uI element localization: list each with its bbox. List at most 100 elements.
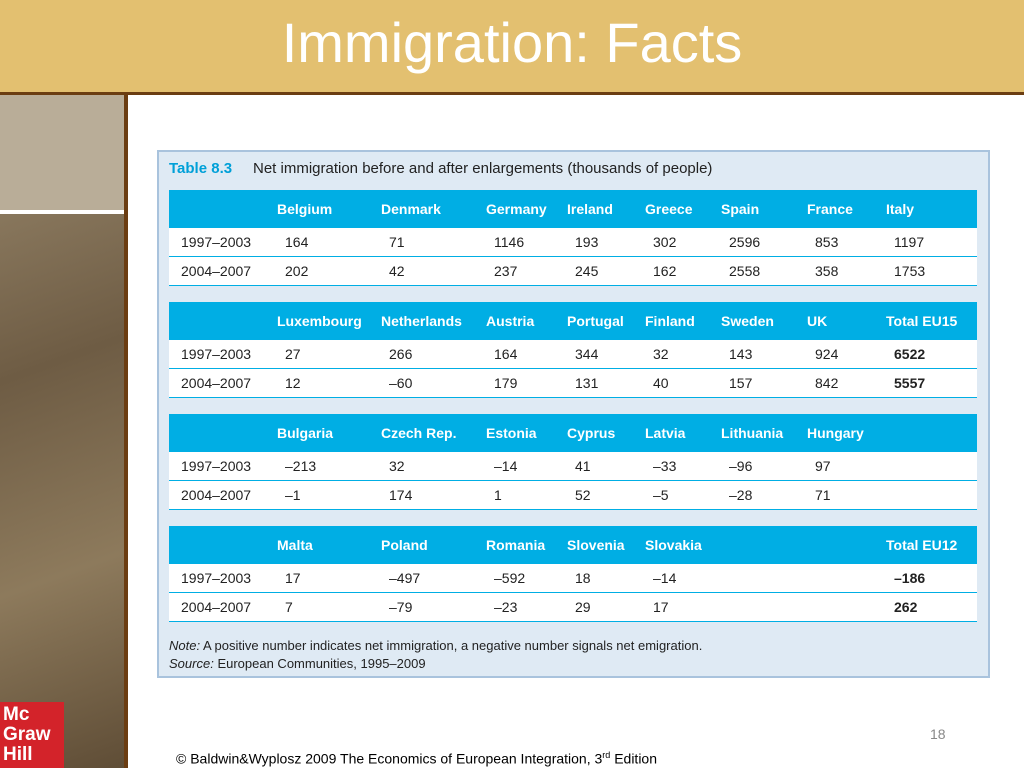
- cell: –33: [653, 458, 677, 474]
- footer-text: © Baldwin&Wyplosz 2009 The Economics of …: [176, 750, 603, 767]
- source-label: Source:: [169, 656, 214, 671]
- title: Immigration: Facts: [281, 11, 743, 74]
- cell: –592: [494, 570, 526, 586]
- cell: –14: [494, 458, 518, 474]
- logo: Mc Graw Hill: [0, 702, 64, 768]
- column-header: Luxembourg: [277, 313, 362, 329]
- cell: –28: [729, 487, 753, 503]
- column-header: Netherlands: [381, 313, 462, 329]
- header-row: Malta Poland Romania Slovenia Slovakia Total …: [169, 526, 977, 564]
- cell: 32: [389, 458, 405, 474]
- data-row: 1997–2003 164 71 1146 193 302 2596 853 1197: [169, 228, 977, 257]
- cell: 40: [653, 375, 669, 391]
- note-label: Note:: [169, 638, 201, 653]
- cell: 302: [653, 234, 677, 250]
- table-caption: Net immigration before and after enlarge…: [253, 160, 713, 177]
- column-header: Hungary: [807, 425, 864, 441]
- row-label: 2004–2007: [181, 375, 252, 391]
- row-label: 2004–2007: [181, 599, 252, 615]
- data-row: 2004–2007 12 –60 179 131 40 157 842 5557: [169, 369, 977, 398]
- column-header: Malta: [277, 537, 313, 553]
- cell: 7: [285, 599, 293, 615]
- row-label: 2004–2007: [181, 487, 252, 503]
- cell: 162: [653, 263, 677, 279]
- footer-sup: rd: [602, 750, 611, 760]
- row-label: 2004–2007: [181, 263, 252, 279]
- cell: 193: [575, 234, 599, 250]
- row-label: 1997–2003: [181, 458, 252, 474]
- cell: 237: [494, 263, 518, 279]
- cell: 32: [653, 346, 669, 362]
- column-header: Italy: [886, 201, 915, 217]
- column-header: Czech Rep.: [381, 425, 457, 441]
- cell: 2596: [729, 234, 761, 250]
- footer-suffix: Edition: [610, 750, 658, 767]
- data-row: 1997–2003 27 266 164 344 32 143 924 6522: [169, 340, 977, 369]
- cell: 1: [494, 487, 502, 503]
- cell: 12: [285, 375, 301, 391]
- cell: 6522: [894, 346, 926, 362]
- cell: 18: [575, 570, 591, 586]
- column-header: Total EU12: [886, 537, 958, 553]
- cell: 202: [285, 263, 309, 279]
- cell: 164: [494, 346, 518, 362]
- cell: 2558: [729, 263, 761, 279]
- column-header: Romania: [486, 537, 546, 553]
- column-header: Finland: [645, 313, 695, 329]
- data-row: 2004–2007 –1 174 1 52 –5 –28 71: [169, 481, 977, 510]
- cell: 266: [389, 346, 413, 362]
- column-header: Austria: [486, 313, 535, 329]
- column-header: Sweden: [721, 313, 774, 329]
- cell: –213: [285, 458, 317, 474]
- column-header: Denmark: [381, 201, 441, 217]
- column-header: Portugal: [567, 313, 624, 329]
- cell: –14: [653, 570, 677, 586]
- cell: 71: [815, 487, 831, 503]
- cell: –186: [894, 570, 926, 586]
- logo-line: Hill: [3, 744, 33, 765]
- note: A positive number indicates net immigrat…: [202, 638, 703, 653]
- cell: 17: [653, 599, 669, 615]
- column-header: Germany: [486, 201, 547, 217]
- column-header: Belgium: [277, 201, 333, 217]
- cell: –60: [389, 375, 413, 391]
- cell: 179: [494, 375, 518, 391]
- header-row: Luxembourg Netherlands Austria Portugal Finl…: [169, 302, 977, 340]
- footer: © Baldwin&Wyplosz 2009 The Economics of …: [176, 750, 657, 767]
- cell: 42: [389, 263, 405, 279]
- row-label: 1997–2003: [181, 234, 252, 250]
- column-header: Ireland: [567, 201, 613, 217]
- column-header: Estonia: [486, 425, 537, 441]
- data-row: 2004–2007 7 –79 –23 29 17 262: [169, 593, 977, 622]
- row-label: 1997–2003: [181, 570, 252, 586]
- cell: 71: [389, 234, 405, 250]
- cell: –23: [494, 599, 518, 615]
- cell: 5557: [894, 375, 926, 391]
- cell: 1197: [894, 234, 925, 250]
- data-row: 1997–2003 –213 32 –14 41 –33 –96 97: [169, 452, 977, 481]
- cell: 143: [729, 346, 753, 362]
- column-header: Slovakia: [645, 537, 702, 553]
- column-header: Total EU15: [886, 313, 958, 329]
- table-box: Table 8.3 Net immigration before and aft…: [157, 150, 990, 678]
- column-header: UK: [807, 313, 828, 329]
- cell: 358: [815, 263, 839, 279]
- column-header: Slovenia: [567, 537, 625, 553]
- row-label: 1997–2003: [181, 346, 252, 362]
- cell: –5: [653, 487, 669, 503]
- source: European Communities, 1995–2009: [217, 656, 426, 671]
- cell: 924: [815, 346, 839, 362]
- column-header: Poland: [381, 537, 428, 553]
- column-header: Greece: [645, 201, 693, 217]
- header-row: Belgium Denmark Germany Ireland Greece Spain F…: [169, 190, 977, 228]
- header-row: Bulgaria Czech Rep. Estonia Cyprus Latvia Lit…: [169, 414, 977, 452]
- logo-line: Mc: [3, 704, 30, 725]
- logo-line: Graw: [3, 724, 51, 745]
- cell: 174: [389, 487, 413, 503]
- cell: 853: [815, 234, 839, 250]
- column-header: Cyprus: [567, 425, 616, 441]
- cell: 131: [575, 375, 599, 391]
- cell: 842: [815, 375, 839, 391]
- column-header: France: [807, 201, 853, 217]
